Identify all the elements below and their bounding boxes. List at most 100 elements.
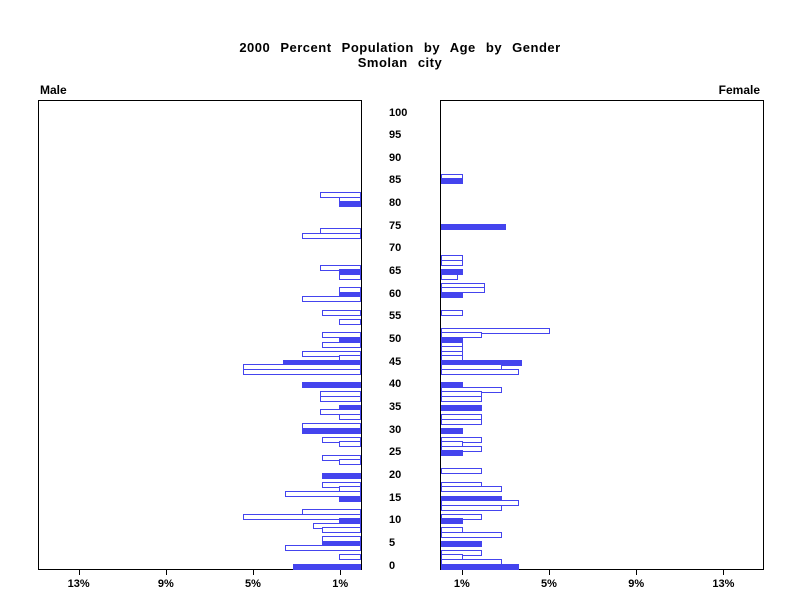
pct-tick-female-5 <box>549 570 550 575</box>
bar-male-age-47 <box>302 350 361 357</box>
bar-female-age-85 <box>441 178 463 185</box>
age-axis-label-80: 80 <box>389 197 402 210</box>
pct-label-male-5: 5% <box>245 578 261 590</box>
chart-subtitle: Smolan city <box>357 55 443 70</box>
female-panel-label: Female <box>718 83 760 97</box>
bar-male-age-2 <box>339 554 361 561</box>
pct-label-female-9: 9% <box>628 578 645 590</box>
chart-panel-male <box>38 100 362 570</box>
bar-female-age-7 <box>441 531 502 538</box>
pct-tick-male-9 <box>165 570 167 575</box>
bar-male-age-10 <box>339 518 361 525</box>
age-axis-label-0: 0 <box>389 559 396 572</box>
bar-male-age-50 <box>339 337 361 343</box>
bar-male-age-54 <box>339 318 361 325</box>
pct-tick-male-1 <box>340 570 342 575</box>
pct-tick-male-5 <box>253 570 254 575</box>
age-axis-label-10: 10 <box>389 514 402 527</box>
pct-tick-female-13 <box>723 570 725 575</box>
pct-tick-female-1 <box>461 570 463 575</box>
pct-tick-female-9 <box>636 570 638 575</box>
bar-female-age-30 <box>441 427 463 434</box>
bar-male-age-15 <box>339 495 361 502</box>
age-axis-label-5: 5 <box>389 536 396 549</box>
pct-label-female-5: 5% <box>541 578 557 590</box>
bar-female-age-21 <box>441 468 482 475</box>
bar-female-age-13 <box>441 504 502 511</box>
bar-female-age-52 <box>441 327 550 334</box>
bar-male-age-59 <box>302 296 361 303</box>
bar-male-age-56 <box>322 309 361 316</box>
bar-female-age-37 <box>441 395 482 402</box>
pct-label-male-13: 13% <box>67 578 90 590</box>
bar-female-age-15 <box>441 495 502 502</box>
bar-female-age-43 <box>441 368 519 375</box>
pct-label-female-13: 13% <box>712 578 735 590</box>
bar-male-age-64 <box>339 273 361 280</box>
bar-female-age-5 <box>441 540 482 547</box>
bar-female-age-10 <box>441 518 463 525</box>
bar-male-age-0 <box>293 563 361 570</box>
bar-male-age-20 <box>322 472 361 479</box>
bar-male-age-37 <box>320 395 361 402</box>
pct-label-male-9: 9% <box>157 578 174 590</box>
bar-male-age-27 <box>339 441 361 448</box>
bar-male-age-45 <box>283 359 361 366</box>
male-panel-label: Male <box>40 83 67 97</box>
bar-female-age-35 <box>441 404 482 411</box>
chart-title: 2000 Percent Population by Age by Gender <box>239 40 561 55</box>
bar-female-age-45 <box>441 359 522 366</box>
age-axis-label-85: 85 <box>389 174 402 187</box>
bar-female-age-32 <box>441 418 482 425</box>
age-axis-label-65: 65 <box>389 265 402 278</box>
chart-panel-female <box>440 100 764 570</box>
age-axis-label-35: 35 <box>389 400 402 413</box>
age-axis-label-45: 45 <box>389 355 402 368</box>
bar-female-age-50 <box>441 337 463 343</box>
age-axis-label-50: 50 <box>389 333 402 345</box>
age-axis-label-30: 30 <box>389 423 402 436</box>
pct-label-male-1: 1% <box>332 578 349 590</box>
age-axis-label-75: 75 <box>389 219 402 232</box>
bar-female-age-0 <box>441 563 519 570</box>
pct-tick-male-13 <box>78 570 80 575</box>
bar-male-age-5 <box>322 540 361 547</box>
bar-male-age-43 <box>243 368 361 375</box>
bar-male-age-33 <box>339 414 361 420</box>
bar-female-age-25 <box>441 450 463 457</box>
age-axis-label-60: 60 <box>389 287 402 300</box>
age-axis-label-55: 55 <box>389 310 402 323</box>
bar-male-age-16 <box>285 491 361 498</box>
age-axis-label-95: 95 <box>389 129 402 142</box>
bar-male-age-30 <box>302 427 361 434</box>
bar-female-age-61 <box>441 287 485 294</box>
chart-title-block: 2000 Percent Population by Age by Gender… <box>0 40 800 70</box>
bar-female-age-67 <box>441 259 463 266</box>
bar-female-age-17 <box>441 486 502 493</box>
bar-female-age-56 <box>441 309 463 316</box>
bar-male-age-49 <box>322 341 361 348</box>
age-axis-label-20: 20 <box>389 468 402 481</box>
age-axis-label-100: 100 <box>389 106 408 119</box>
bar-female-age-60 <box>441 291 463 298</box>
bar-female-age-65 <box>441 269 463 276</box>
age-axis-label-70: 70 <box>389 242 402 255</box>
pct-label-female-1: 1% <box>453 578 470 590</box>
bar-male-age-40 <box>302 382 361 389</box>
bar-male-age-73 <box>302 232 361 239</box>
bar-male-age-23 <box>339 459 361 466</box>
bar-male-age-65 <box>339 269 361 276</box>
bar-female-age-40 <box>441 382 463 389</box>
bar-male-age-60 <box>339 291 361 298</box>
age-axis-label-15: 15 <box>389 491 402 504</box>
bar-male-age-80 <box>339 201 361 208</box>
bar-female-age-75 <box>441 223 506 230</box>
age-axis-label-25: 25 <box>389 446 402 459</box>
age-axis-label-40: 40 <box>389 378 402 391</box>
bar-female-age-64 <box>441 273 458 280</box>
bar-male-age-11 <box>243 513 361 520</box>
age-axis-label-90: 90 <box>389 151 402 164</box>
bar-male-age-4 <box>285 545 361 552</box>
bar-male-age-35 <box>339 404 361 411</box>
